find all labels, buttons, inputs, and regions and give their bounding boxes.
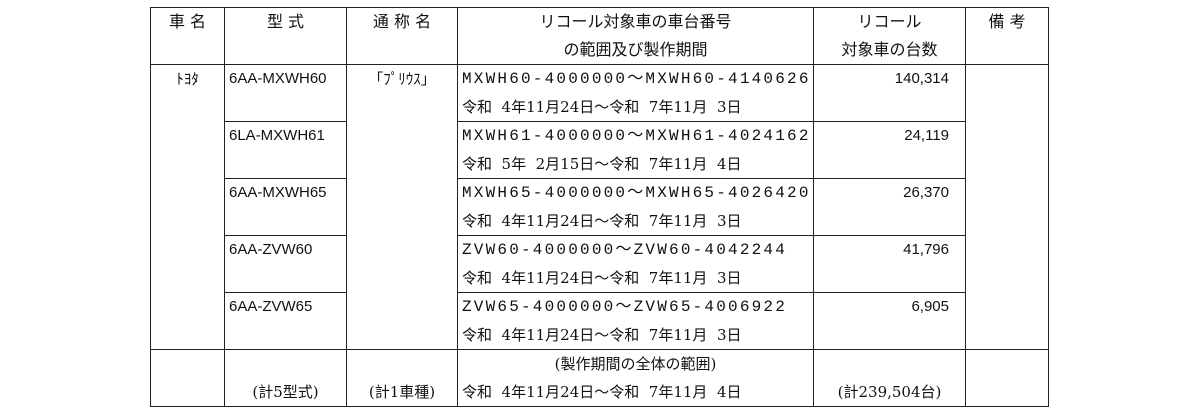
table-row: ﾄﾖﾀ 6AA-MXWH60 「ﾌﾟﾘｳｽ」 MXWH60-4000000～MX… (150, 64, 1049, 350)
header-model: 型 式 (224, 7, 347, 65)
total-remarks-cell (965, 349, 1049, 407)
period: 令和 4年11月24日～令和 7年11月 3日 (462, 269, 742, 287)
table-row: 6LA-MXWH61 MXWH61-4000000～MXWH61-4024162… (151, 121, 1049, 179)
range-cell: MXWH61-4000000～MXWH61-4024162 令和 5年 2月15日… (457, 121, 814, 179)
range-cell: MXWH60-4000000～MXWH60-4140626 令和 4年11月24日… (457, 64, 814, 122)
remarks-cell (965, 64, 1049, 350)
header-count-line1: リコール (857, 12, 922, 31)
vin-range: ZVW65-4000000～ZVW65-4006922 (462, 298, 788, 316)
range-cell: ZVW65-4000000～ZVW65-4006922 令和 4年11月24日～令… (457, 292, 814, 350)
total-period: 令和 4年11月24日～令和 7年11月 4日 (462, 383, 742, 401)
model-cell: 6AA-MXWH60 (224, 64, 347, 122)
total-maker-cell (150, 349, 225, 407)
vin-range: ZVW60-4000000～ZVW60-4042244 (462, 241, 788, 259)
header-remarks: 備 考 (965, 7, 1049, 65)
vin-range: MXWH65-4000000～MXWH65-4026420 (462, 184, 811, 202)
model-cell: 6AA-MXWH65 (224, 178, 347, 236)
total-range-cell: (製作期間の全体の範囲) 令和 4年11月24日～令和 7年11月 4日 (457, 349, 814, 407)
header-maker: 車 名 (150, 7, 225, 65)
table-row: 6AA-ZVW65 ZVW65-4000000～ZVW65-4006922 令和 … (151, 292, 1049, 350)
total-names: (計1車種) (346, 349, 458, 407)
model-cell: 6LA-MXWH61 (224, 121, 347, 179)
vin-range: MXWH61-4000000～MXWH61-4024162 (462, 127, 811, 145)
count-cell: 24,119 (813, 121, 966, 179)
common-name-cell: 「ﾌﾟﾘｳｽ」 (346, 64, 458, 350)
count-cell: 26,370 (813, 178, 966, 236)
range-cell: MXWH65-4000000～MXWH65-4026420 令和 4年11月24日… (457, 178, 814, 236)
count-cell: 6,905 (813, 292, 966, 350)
header-row: 車 名 型 式 通 称 名 リコール対象車の車台番号 の範囲及び製作期間 リコール… (150, 7, 1049, 65)
period: 令和 4年11月24日～令和 7年11月 3日 (462, 98, 742, 116)
period: 令和 4年11月24日～令和 7年11月 3日 (462, 326, 742, 344)
period: 令和 5年 2月15日～令和 7年11月 4日 (462, 155, 742, 173)
total-row: (計5型式) (計1車種) (製作期間の全体の範囲) 令和 4年11月24日～令和… (150, 349, 1049, 407)
count-cell: 41,796 (813, 235, 966, 293)
model-cell: 6AA-ZVW60 (224, 235, 347, 293)
vin-range: MXWH60-4000000～MXWH60-4140626 (462, 70, 811, 88)
maker-cell: ﾄﾖﾀ (150, 64, 225, 350)
header-range-line1: リコール対象車の車台番号 (539, 12, 732, 31)
header-range: リコール対象車の車台番号 の範囲及び製作期間 (457, 7, 814, 65)
model-cell: 6AA-ZVW65 (224, 292, 347, 350)
header-count: リコール対象車の台数 (813, 7, 966, 65)
count-cell: 140,314 (813, 64, 966, 122)
table-row: 6AA-MXWH65 MXWH65-4000000～MXWH65-4026420… (151, 178, 1049, 236)
table-row: 6AA-ZVW60 ZVW60-4000000～ZVW60-4042244 令和 … (151, 235, 1049, 293)
header-count-line2: 対象車の台数 (841, 40, 938, 59)
total-count: (計239,504台) (813, 349, 966, 407)
total-period-label: (製作期間の全体の範囲) (554, 355, 717, 373)
range-cell: ZVW60-4000000～ZVW60-4042244 令和 4年11月24日～令… (457, 235, 814, 293)
period: 令和 4年11月24日～令和 7年11月 3日 (462, 212, 742, 230)
total-models: (計5型式) (224, 349, 347, 407)
header-name: 通 称 名 (346, 7, 458, 65)
recall-table: 車 名 型 式 通 称 名 リコール対象車の車台番号 の範囲及び製作期間 リコール… (150, 7, 1049, 407)
header-range-line2: の範囲及び製作期間 (563, 40, 708, 59)
